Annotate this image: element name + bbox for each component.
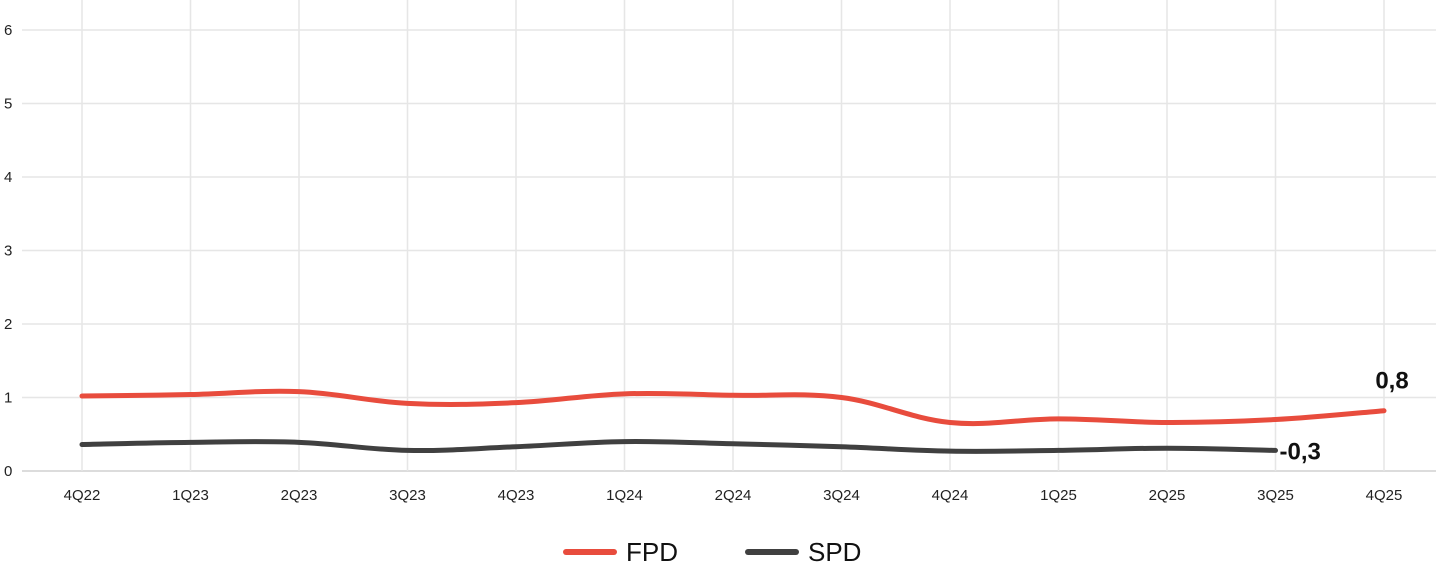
x-tick-label: 3Q25 [1257,487,1294,504]
legend-label-fpd: FPD [626,537,678,567]
series-line-spd [79,439,1278,454]
x-tick-label: 1Q23 [172,487,209,504]
y-axis-ticks: 0 1 2 3 4 5 6 [4,22,12,480]
end-labels: 0,8 -0,3 [1280,368,1409,466]
x-tick-label: 1Q25 [1040,487,1077,504]
x-tick-label: 2Q24 [715,487,752,504]
grid [22,0,1436,472]
y-tick-label: 6 [4,22,12,39]
legend: FPD SPD [563,537,861,567]
y-tick-label: 5 [4,96,12,113]
y-tick-label: 1 [4,390,12,407]
x-axis-ticks: 4Q22 1Q23 2Q23 3Q23 4Q23 1Q24 2Q24 3Q24 4Q24 1Q25… [64,487,1403,504]
series-line-fpd [79,388,1387,427]
x-tick-label: 4Q22 [64,487,101,504]
x-tick-label: 2Q23 [281,487,318,504]
series [79,388,1387,454]
y-tick-label: 4 [4,169,12,186]
x-tick-label: 3Q23 [389,487,426,504]
x-tick-label: 4Q23 [498,487,535,504]
x-tick-label: 2Q25 [1149,487,1186,504]
x-tick-label: 4Q24 [932,487,969,504]
end-label-spd: -0,3 [1280,438,1321,465]
x-tick-label: 4Q25 [1366,487,1403,504]
x-tick-label: 1Q24 [606,487,643,504]
x-tick-label: 3Q24 [823,487,860,504]
legend-label-spd: SPD [808,537,861,567]
y-tick-label: 2 [4,316,12,333]
y-tick-label: 3 [4,243,12,260]
end-label-fpd: 0,8 [1375,368,1408,395]
y-tick-label: 0 [4,463,12,480]
